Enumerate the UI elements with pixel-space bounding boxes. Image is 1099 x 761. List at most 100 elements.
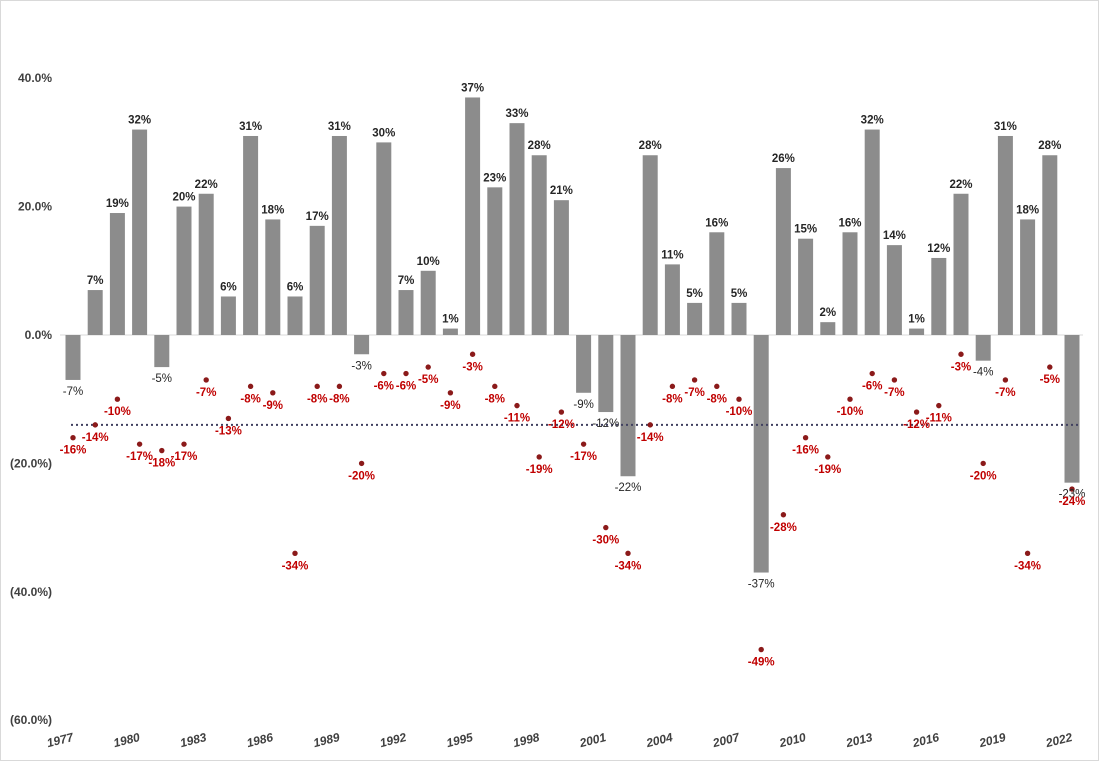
bar (132, 129, 148, 335)
bar-value-label: 10% (417, 256, 440, 268)
decline-value-label: -16% (792, 445, 819, 457)
decline-value-label: -19% (814, 464, 841, 476)
decline-dot (114, 396, 121, 402)
bar (109, 213, 125, 335)
decline-value-label: -18% (148, 458, 175, 470)
bar-value-label: 31% (994, 121, 1017, 133)
decline-dot (603, 524, 609, 531)
decline-dot (70, 435, 76, 441)
x-tick-label: 1998 (512, 730, 542, 750)
y-tick-label: (40.0%) (10, 585, 52, 599)
bar (487, 187, 503, 335)
bar (509, 123, 525, 335)
decline-dot (758, 646, 764, 653)
decline-value-label: -28% (770, 522, 797, 534)
decline-value-label: -7% (196, 387, 216, 399)
decline-dot (558, 409, 565, 415)
decline-value-label: -14% (637, 432, 664, 444)
bar (642, 155, 658, 335)
decline-value-label: -11% (926, 413, 952, 425)
decline-value-label: -12% (903, 419, 930, 431)
decline-value-label: -8% (707, 393, 727, 405)
bar-value-label: 18% (261, 204, 284, 216)
bar-value-label: 7% (87, 275, 104, 287)
bar-value-label: 22% (949, 179, 972, 191)
bar-value-label: 7% (398, 275, 415, 287)
bar (65, 335, 81, 380)
decline-dot (825, 454, 831, 460)
bar-value-label: 6% (220, 281, 237, 293)
x-tick-label: 1995 (445, 730, 475, 750)
bar-value-label: -9% (573, 399, 593, 411)
decline-dot (292, 550, 298, 556)
decline-dot (780, 512, 787, 518)
bar (997, 135, 1013, 335)
bar (842, 232, 858, 335)
decline-value-label: -24% (1059, 496, 1086, 508)
bar-value-label: -37% (748, 579, 775, 591)
x-tick-label: 2001 (577, 730, 608, 750)
decline-dot (159, 447, 165, 454)
bar (975, 335, 991, 361)
decline-dot (358, 460, 365, 467)
decline-dot (580, 441, 587, 447)
x-tick-label: 2022 (1043, 730, 1074, 750)
decline-value-label: -3% (462, 361, 482, 373)
bar-value-label: 23% (483, 172, 506, 184)
decline-value-label: -12% (548, 419, 575, 431)
bar-value-label: 28% (1038, 140, 1061, 152)
decline-dot (469, 351, 476, 357)
decline-value-label: -9% (440, 400, 460, 412)
decline-dot (247, 383, 254, 390)
x-tick-label: 1992 (378, 730, 408, 750)
decline-value-label: -7% (684, 387, 704, 399)
decline-value-label: -13% (215, 425, 242, 437)
decline-dot (913, 409, 920, 415)
bar (1042, 155, 1058, 335)
decline-value-label: -6% (374, 381, 394, 393)
decline-value-label: -11% (504, 413, 530, 425)
decline-dot (647, 422, 653, 428)
decline-value-label: -20% (348, 470, 375, 482)
bar (198, 193, 214, 335)
decline-dot (1069, 486, 1075, 492)
bar (265, 219, 281, 335)
bar-value-label: 19% (106, 198, 129, 210)
bar-value-label: 1% (908, 314, 925, 326)
x-tick-label: 2007 (710, 730, 742, 751)
bar (687, 302, 703, 335)
decline-dot (936, 402, 942, 409)
decline-dot (381, 370, 387, 377)
bar (154, 335, 170, 368)
bar (1020, 219, 1036, 335)
decline-dot (847, 396, 853, 402)
decline-dot (425, 364, 431, 370)
bar (531, 155, 547, 335)
decline-dot (203, 377, 209, 383)
bar (886, 245, 902, 335)
bar-value-label: 22% (195, 179, 218, 191)
x-tick-label: 2010 (777, 730, 808, 750)
bar (598, 335, 614, 413)
decline-dot (869, 370, 875, 377)
decline-dot (891, 377, 898, 383)
decline-dot (136, 441, 143, 447)
bar (931, 257, 947, 335)
decline-dot (447, 390, 454, 396)
bar-value-label: 2% (819, 307, 836, 319)
bar-value-label: 32% (128, 115, 151, 127)
decline-dot (1002, 377, 1009, 383)
bar (909, 328, 925, 335)
bar-value-label: 28% (639, 140, 662, 152)
bar (465, 97, 481, 336)
decline-value-label: -34% (615, 560, 642, 572)
bar-value-label: 33% (505, 108, 528, 120)
y-tick-label: 40.0% (18, 71, 52, 85)
decline-dot (625, 550, 631, 556)
decline-dot (536, 454, 542, 460)
decline-dot (403, 370, 409, 377)
decline-value-label: -17% (126, 451, 153, 463)
bar-value-label: 31% (239, 121, 262, 133)
y-tick-label: 20.0% (18, 200, 52, 214)
